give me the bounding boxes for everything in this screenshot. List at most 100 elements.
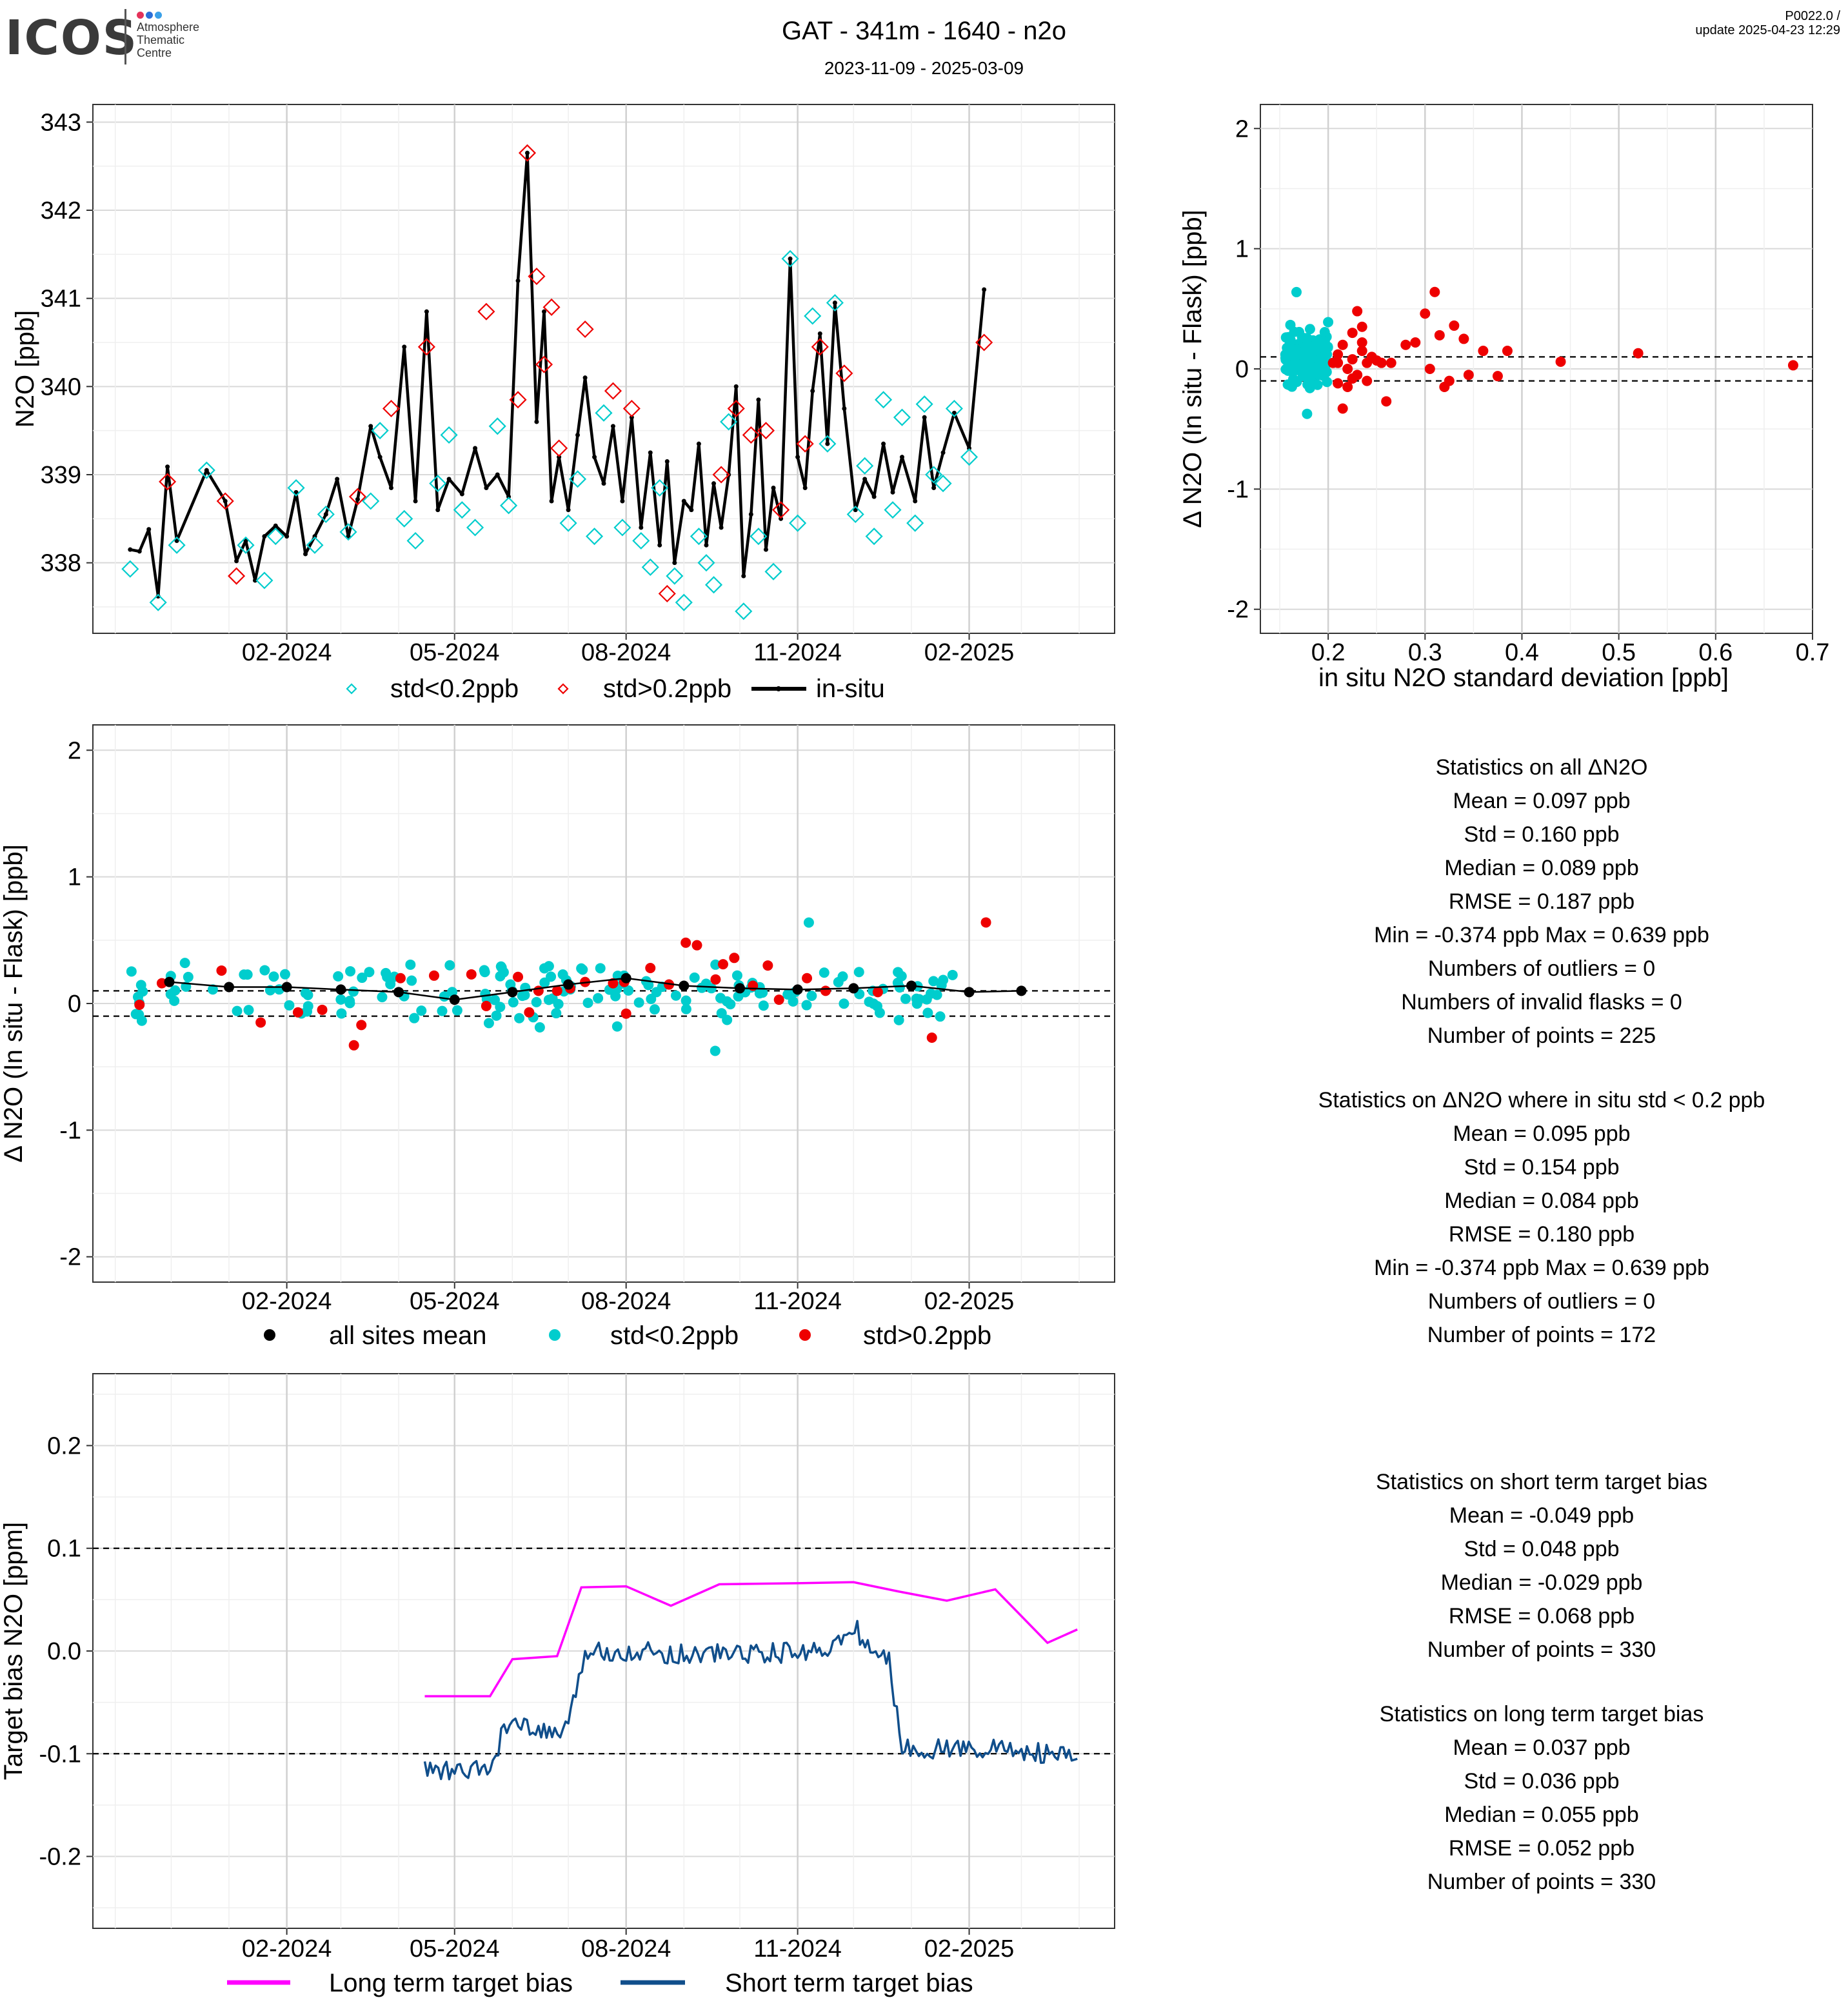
flask-low-std-marker [960, 448, 979, 466]
insitu-point [335, 477, 340, 482]
insitu-point [473, 446, 478, 451]
insitu-point [459, 491, 464, 497]
high-std-point [1429, 286, 1440, 297]
flask-high-std-marker [576, 320, 594, 339]
low-std-point [871, 1001, 882, 1012]
flask-low-std-marker [440, 426, 458, 444]
insitu-point [982, 287, 987, 292]
timeseries-panel-frame [92, 104, 1115, 634]
sites-mean-point [335, 984, 346, 995]
insitu-point [771, 486, 776, 490]
flask-low-std-marker [237, 536, 255, 554]
low-std-point [582, 997, 593, 1008]
low-std-point [1306, 341, 1316, 352]
version-info: P0022.0 / update 2025-04-23 12:29 [1695, 9, 1840, 37]
stats-line: RMSE = 0.180 ppb [1448, 1222, 1635, 1247]
low-std-point [553, 998, 564, 1009]
long-term-bias-line [424, 1581, 1078, 1697]
legend-marker [346, 683, 357, 695]
low-std-point [1291, 286, 1302, 297]
insitu-point [825, 441, 830, 446]
low-std-point [126, 966, 137, 977]
insitu-point [495, 472, 500, 477]
high-std-point [1352, 306, 1363, 317]
low-std-point [303, 989, 313, 1000]
flask-low-std-marker [846, 505, 864, 524]
flask-high-std-marker [216, 492, 234, 510]
low-std-point [179, 958, 190, 969]
low-std-point [284, 1000, 295, 1011]
low-std-point [519, 989, 530, 1000]
insitu-point [871, 494, 877, 499]
sites-mean-point [563, 979, 574, 990]
flask-low-std-marker [500, 497, 518, 515]
insitu-point [446, 477, 452, 482]
flask-high-std-marker [772, 501, 790, 519]
flask-high-std-marker [159, 473, 177, 491]
flask-low-std-marker [735, 602, 753, 620]
timeseries-panel: 02-2024 05-2024 08-2024 11-2024 02-2025 338 33… [11, 104, 1115, 703]
stats-title: Statistics on all ΔN2O [1435, 755, 1648, 780]
stats-all-delta: Statistics on all ΔN2O Mean = 0.097 ppb … [1232, 751, 1848, 1053]
low-std-point [1302, 379, 1313, 390]
low-std-point [1285, 319, 1296, 330]
low-std-point [232, 1005, 243, 1016]
y-tick-label: 339 [41, 462, 81, 489]
logo-sub-line: Thematic [137, 34, 185, 46]
low-std-point [806, 991, 817, 1002]
low-std-point [1302, 358, 1313, 369]
flask-high-std-marker [622, 399, 641, 418]
x-axis-label: in situ N2O standard deviation [ppb] [1318, 664, 1729, 692]
high-std-point [762, 960, 773, 971]
sites-mean-point [281, 982, 292, 993]
x-tick-label: 08-2024 [581, 1288, 671, 1315]
insitu-point [931, 486, 937, 490]
low-std-point [715, 993, 726, 1004]
low-std-point [333, 971, 344, 982]
low-std-point [681, 995, 691, 1006]
flask-high-std-marker [228, 567, 246, 585]
insitu-point [293, 489, 299, 495]
stats-low-std-delta: Statistics on ΔN2O where in situ std < 0… [1232, 1083, 1848, 1352]
insitu-point [610, 424, 615, 429]
low-std-point [452, 1005, 462, 1016]
stats-title: Statistics on long term target bias [1379, 1702, 1704, 1726]
low-std-point [406, 975, 417, 986]
high-std-point [1333, 349, 1344, 360]
flask-high-std-marker [727, 399, 745, 418]
stats-line: Number of points = 172 [1427, 1323, 1656, 1347]
insitu-point [672, 560, 677, 566]
high-std-point [395, 973, 406, 984]
low-std-point [758, 1000, 769, 1011]
high-std-point [1444, 375, 1455, 386]
logo-sub-line: Centre [137, 46, 172, 59]
insitu-point [534, 419, 539, 424]
flask-low-std-marker [906, 514, 924, 532]
insitu-point [506, 494, 512, 499]
low-std-point [357, 973, 368, 984]
low-std-point [803, 917, 814, 928]
low-std-point [839, 998, 849, 1009]
insitu-point [664, 459, 670, 464]
stats-line: Numbers of outliers = 0 [1427, 956, 1656, 981]
low-std-point [551, 1008, 562, 1019]
flask-low-std-marker [632, 531, 650, 550]
stats-line: Numbers of invalid flasks = 0 [1401, 990, 1682, 1014]
low-std-point [479, 967, 490, 978]
high-std-point [1333, 357, 1344, 368]
insitu-point [719, 525, 724, 530]
low-std-point [595, 963, 606, 974]
low-std-point [922, 1007, 933, 1018]
high-std-point [524, 1007, 535, 1018]
x-tick-label: 08-2024 [581, 1935, 671, 1963]
flask-low-std-marker [362, 492, 380, 510]
flask-low-std-marker [781, 250, 799, 268]
low-std-point [543, 994, 554, 1005]
low-std-point [646, 993, 657, 1004]
low-std-point [947, 969, 958, 980]
high-std-point [1376, 357, 1387, 368]
high-std-point [926, 1033, 937, 1043]
insitu-point [795, 455, 800, 460]
low-std-point [1297, 332, 1307, 343]
low-std-point [483, 1018, 494, 1029]
